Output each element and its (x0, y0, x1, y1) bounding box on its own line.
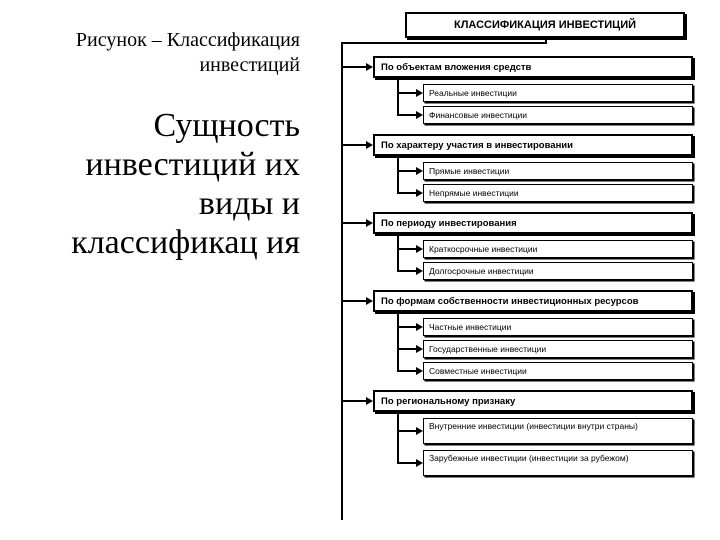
left-text-block: Рисунок – Классификация инвестиций Сущно… (10, 28, 300, 262)
category-box: По объектам вложения средств (373, 56, 693, 78)
arrow-icon (366, 397, 373, 405)
arrow-icon (366, 141, 373, 149)
arrow-icon (416, 267, 423, 275)
arrow-icon (416, 459, 423, 467)
arrow-icon (416, 323, 423, 331)
connector-line (341, 144, 366, 146)
arrow-icon (366, 297, 373, 305)
arrow-icon (416, 245, 423, 253)
main-spine-line (341, 42, 343, 520)
slide-title: Сущность инвестиций их виды и классифика… (10, 106, 300, 262)
arrow-icon (416, 367, 423, 375)
subcategory-box: Краткосрочные инвестиции (423, 240, 693, 258)
diagram-title: КЛАССИФИКАЦИЯ ИНВЕСТИЦИЙ (405, 12, 685, 38)
subcategory-box: Внутренние инвестиции (инвестиции внутри… (423, 418, 693, 444)
subcategory-box: Совместные инвестиции (423, 362, 693, 380)
connector-line (397, 370, 416, 372)
connector-line (341, 42, 547, 44)
connector-line (397, 348, 416, 350)
category-box: По региональному признаку (373, 390, 693, 412)
subcategory-box: Прямые инвестиции (423, 162, 693, 180)
sub-spine-line (397, 412, 399, 464)
subcategory-box: Государственные инвестиции (423, 340, 693, 358)
category-box: По характеру участия в инвестировании (373, 134, 693, 156)
connector-line (397, 92, 416, 94)
classification-diagram: КЛАССИФИКАЦИЯ ИНВЕСТИЦИЙ По объектам вло… (315, 12, 705, 532)
category-box: По формам собственности инвестиционных р… (373, 290, 693, 312)
subcategory-box: Частные инвестиции (423, 318, 693, 336)
connector-line (397, 170, 416, 172)
sub-spine-line (397, 156, 399, 194)
connector-line (397, 430, 416, 432)
sub-spine-line (397, 78, 399, 116)
connector-line (397, 192, 416, 194)
connector-line (397, 326, 416, 328)
arrow-icon (416, 167, 423, 175)
sub-spine-line (397, 234, 399, 272)
connector-line (397, 114, 416, 116)
connector-line (341, 300, 366, 302)
connector-line (341, 66, 366, 68)
connector-line (397, 462, 416, 464)
figure-caption: Рисунок – Классификация инвестиций (10, 28, 300, 78)
arrow-icon (416, 111, 423, 119)
arrow-icon (366, 219, 373, 227)
arrow-icon (416, 345, 423, 353)
arrow-icon (416, 89, 423, 97)
connector-line (341, 222, 366, 224)
subcategory-box: Зарубежные инвестиции (инвестиции за руб… (423, 450, 693, 476)
subcategory-box: Финансовые инвестиции (423, 106, 693, 124)
subcategory-box: Долгосрочные инвестиции (423, 262, 693, 280)
arrow-icon (366, 63, 373, 71)
category-box: По периоду инвестирования (373, 212, 693, 234)
connector-line (397, 270, 416, 272)
sub-spine-line (397, 312, 399, 372)
connector-line (397, 248, 416, 250)
subcategory-box: Непрямые инвестиции (423, 184, 693, 202)
arrow-icon (416, 427, 423, 435)
subcategory-box: Реальные инвестиции (423, 84, 693, 102)
arrow-icon (416, 189, 423, 197)
connector-line (341, 400, 366, 402)
